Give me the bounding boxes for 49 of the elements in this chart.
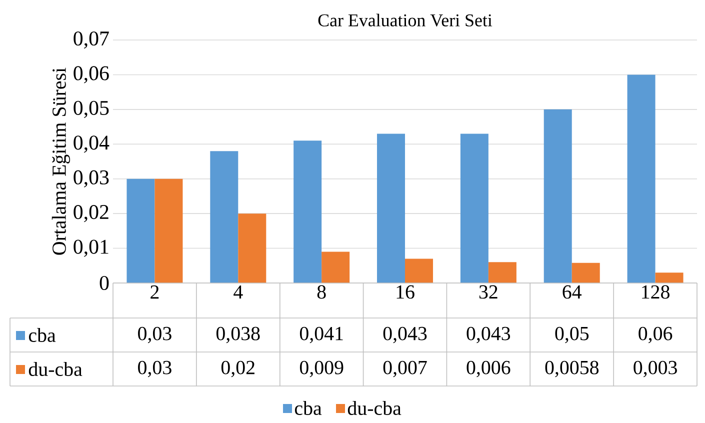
bar	[655, 272, 684, 283]
x-tick-label: 128	[642, 285, 670, 299]
data-label: 0,06	[638, 326, 672, 344]
y-tick-label: 0,04	[74, 136, 110, 153]
bar	[627, 74, 656, 283]
x-tick-label: 64	[562, 285, 582, 299]
x-tick-label: 4	[234, 285, 243, 299]
x-tick-label: 2	[150, 285, 159, 299]
bar	[405, 258, 434, 283]
y-tick-label: 0,03	[74, 170, 109, 188]
y-tick-label: 0,06	[74, 66, 109, 84]
data-label: 0,003	[634, 360, 677, 378]
bar	[322, 252, 350, 283]
x-tick-label: 8	[317, 285, 326, 299]
bar	[238, 214, 266, 283]
legend-label: cba	[28, 328, 56, 342]
y-tick-label: 0	[100, 276, 109, 290]
y-axis-title: Ortalama Eğitim Süresi	[52, 68, 70, 255]
y-tick-label: 0,07	[74, 31, 109, 49]
bar	[126, 178, 155, 283]
data-label: 0,007	[383, 360, 427, 378]
bar	[377, 134, 406, 283]
data-label: 0,03	[138, 360, 172, 378]
y-tick-label: 0,05	[74, 100, 109, 118]
data-label: 0,02	[221, 360, 254, 378]
chart-title: Car Evaluation Veri Seti	[318, 14, 492, 26]
data-label: 0,03	[138, 326, 172, 344]
y-tick-label: 0,02	[74, 205, 108, 222]
data-label: 0,043	[383, 326, 427, 344]
bar	[294, 140, 322, 283]
y-tick-label: 0,01	[74, 240, 108, 257]
bar	[210, 151, 238, 283]
bar	[154, 178, 183, 283]
bar	[544, 109, 572, 283]
bar	[460, 134, 488, 283]
x-tick-label: 16	[396, 285, 414, 299]
text: du-cba	[348, 400, 402, 416]
legend-label: du-cba	[28, 362, 82, 376]
bar	[572, 262, 600, 283]
bar	[488, 262, 516, 283]
data-label: 0,006	[466, 360, 510, 378]
data-label: 0,0058	[545, 360, 599, 378]
data-label: 0,038	[216, 326, 260, 344]
data-label: 0,041	[300, 326, 343, 344]
data-label: 0,043	[466, 326, 510, 344]
data-label: 0,05	[555, 326, 589, 344]
x-tick-label: 32	[479, 285, 498, 299]
text: cba	[294, 400, 322, 416]
data-label: 0,009	[300, 360, 344, 378]
